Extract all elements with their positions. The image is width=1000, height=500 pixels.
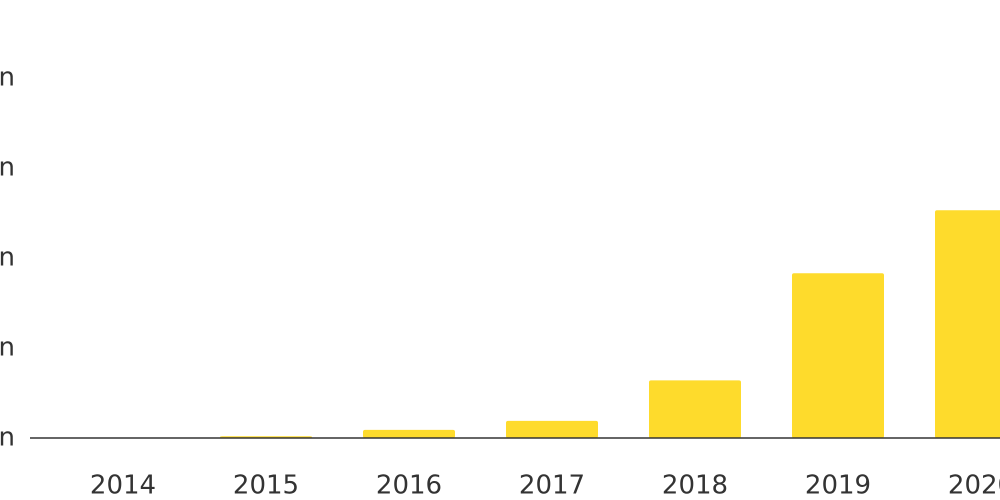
x-tick-label: 2014 [90,471,156,500]
x-tick-label: 2019 [805,471,871,500]
x-tick-label: 2015 [233,471,299,500]
bar [935,210,1000,438]
bar [649,380,741,438]
x-tick-label: 2016 [376,471,442,500]
x-tick-label: 2018 [662,471,728,500]
y-tick-label: n [0,153,15,183]
bar [363,429,455,438]
y-tick-label: n [0,63,15,93]
x-tick-label: 2017 [519,471,585,500]
bar [792,273,884,438]
y-tick-label: n [0,243,15,273]
bar [506,420,598,438]
y-tick-label: n [0,423,15,453]
y-tick-label: n [0,333,15,363]
x-tick-label: 2020 [948,471,1000,500]
